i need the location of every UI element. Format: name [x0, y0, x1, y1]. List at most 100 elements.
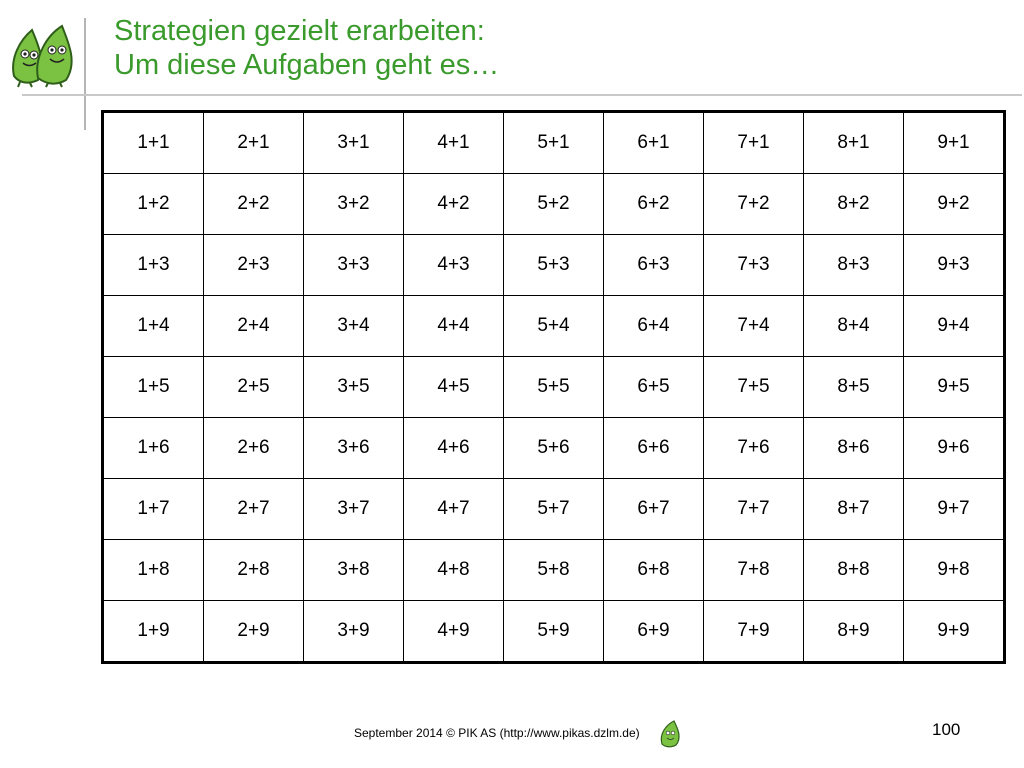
- table-cell: 8+1: [803, 111, 904, 174]
- table-cell: 9+9: [903, 600, 1005, 663]
- table-cell: 7+4: [703, 295, 804, 357]
- table-cell: 1+6: [102, 417, 204, 479]
- table-cell: 1+8: [102, 539, 204, 601]
- table-cell: 3+3: [303, 234, 404, 296]
- table-cell: 6+2: [603, 173, 704, 235]
- table-cell: 4+3: [403, 234, 504, 296]
- table-cell: 2+8: [203, 539, 304, 601]
- table-cell: 8+5: [803, 356, 904, 418]
- table-cell: 9+8: [903, 539, 1005, 601]
- pikas-leaf-mascots-icon: [12, 24, 73, 88]
- table-row: 1+8 2+8 3+8 4+8 5+8 6+8 7+8 8+8 9+8: [102, 539, 1005, 601]
- table-cell: 6+4: [603, 295, 704, 357]
- table-cell: 3+4: [303, 295, 404, 357]
- table-cell: 1+9: [102, 600, 204, 663]
- addition-task-table: 1+1 2+1 3+1 4+1 5+1 6+1 7+1 8+1 9+1 1+2 2+2 3+2 4+2 5…: [101, 110, 1006, 664]
- slide-title: Strategien gezielt erarbeiten: Um diese …: [114, 14, 499, 82]
- table-cell: 5+7: [503, 478, 604, 540]
- page-number: 100: [932, 720, 961, 739]
- table-cell: 5+4: [503, 295, 604, 357]
- table-row: 1+4 2+4 3+4 4+4 5+4 6+4 7+4 8+4 9+4: [102, 295, 1005, 357]
- table-cell: 4+2: [403, 173, 504, 235]
- table-cell: 7+3: [703, 234, 804, 296]
- table-cell: 4+4: [403, 295, 504, 357]
- table-cell: 5+8: [503, 539, 604, 601]
- table-cell: 9+3: [903, 234, 1005, 296]
- table-cell: 1+3: [102, 234, 204, 296]
- table-cell: 9+5: [903, 356, 1005, 418]
- table-cell: 5+1: [503, 111, 604, 174]
- header-vertical-divider: [84, 18, 86, 130]
- table-cell: 2+5: [203, 356, 304, 418]
- table-cell: 2+7: [203, 478, 304, 540]
- table-cell: 6+6: [603, 417, 704, 479]
- table-cell: 7+6: [703, 417, 804, 479]
- table-cell: 1+4: [102, 295, 204, 357]
- table-cell: 8+8: [803, 539, 904, 601]
- table-cell: 5+9: [503, 600, 604, 663]
- table-cell: 7+1: [703, 111, 804, 174]
- table-cell: 6+1: [603, 111, 704, 174]
- table-cell: 2+3: [203, 234, 304, 296]
- table-cell: 5+6: [503, 417, 604, 479]
- table-cell: 8+7: [803, 478, 904, 540]
- table-cell: 2+9: [203, 600, 304, 663]
- table-row: 1+3 2+3 3+3 4+3 5+3 6+3 7+3 8+3 9+3: [102, 234, 1005, 296]
- table-cell: 5+2: [503, 173, 604, 235]
- table-cell: 3+8: [303, 539, 404, 601]
- leaf-mascot-icon: [660, 720, 680, 748]
- table-cell: 4+6: [403, 417, 504, 479]
- table-cell: 2+2: [203, 173, 304, 235]
- footer-copyright: September 2014 © PIK AS (http://www.pika…: [354, 726, 640, 740]
- table-cell: 9+1: [903, 111, 1005, 174]
- table-cell: 7+2: [703, 173, 804, 235]
- table-cell: 4+7: [403, 478, 504, 540]
- table-cell: 7+5: [703, 356, 804, 418]
- table-cell: 8+2: [803, 173, 904, 235]
- table-cell: 1+5: [102, 356, 204, 418]
- table-row: 1+6 2+6 3+6 4+6 5+6 6+6 7+6 8+6 9+6: [102, 417, 1005, 479]
- table-cell: 7+8: [703, 539, 804, 601]
- table-cell: 6+3: [603, 234, 704, 296]
- table-row: 1+5 2+5 3+5 4+5 5+5 6+5 7+5 8+5 9+5: [102, 356, 1005, 418]
- table-cell: 3+1: [303, 111, 404, 174]
- slide-title-line-1: Strategien gezielt erarbeiten:: [114, 15, 485, 47]
- table-cell: 3+5: [303, 356, 404, 418]
- table-cell: 1+7: [102, 478, 204, 540]
- table-cell: 3+7: [303, 478, 404, 540]
- addition-task-table-body: 1+1 2+1 3+1 4+1 5+1 6+1 7+1 8+1 9+1 1+2 2+2 3+2 4+2 5…: [102, 111, 1005, 663]
- table-row: 1+2 2+2 3+2 4+2 5+2 6+2 7+2 8+2 9+2: [102, 173, 1005, 235]
- table-cell: 4+8: [403, 539, 504, 601]
- table-cell: 9+6: [903, 417, 1005, 479]
- table-cell: 8+6: [803, 417, 904, 479]
- table-row: 1+7 2+7 3+7 4+7 5+7 6+7 7+7 8+7 9+7: [102, 478, 1005, 540]
- table-cell: 5+5: [503, 356, 604, 418]
- table-cell: 6+7: [603, 478, 704, 540]
- table-cell: 9+2: [903, 173, 1005, 235]
- table-cell: 3+6: [303, 417, 404, 479]
- table-cell: 2+4: [203, 295, 304, 357]
- table-cell: 8+9: [803, 600, 904, 663]
- table-cell: 5+3: [503, 234, 604, 296]
- table-cell: 1+2: [102, 173, 204, 235]
- table-cell: 1+1: [102, 111, 204, 174]
- table-cell: 2+1: [203, 111, 304, 174]
- table-row: 1+9 2+9 3+9 4+9 5+9 6+9 7+9 8+9 9+9: [102, 600, 1005, 663]
- table-cell: 9+7: [903, 478, 1005, 540]
- table-cell: 6+9: [603, 600, 704, 663]
- table-cell: 9+4: [903, 295, 1005, 357]
- table-cell: 3+2: [303, 173, 404, 235]
- table-cell: 4+9: [403, 600, 504, 663]
- table-cell: 8+3: [803, 234, 904, 296]
- table-cell: 8+4: [803, 295, 904, 357]
- table-cell: 3+9: [303, 600, 404, 663]
- header-horizontal-divider: [22, 94, 1022, 96]
- table-cell: 2+6: [203, 417, 304, 479]
- table-cell: 7+7: [703, 478, 804, 540]
- table-row: 1+1 2+1 3+1 4+1 5+1 6+1 7+1 8+1 9+1: [102, 111, 1005, 174]
- table-cell: 6+8: [603, 539, 704, 601]
- table-cell: 4+1: [403, 111, 504, 174]
- table-cell: 4+5: [403, 356, 504, 418]
- slide-title-line-2: Um diese Aufgaben geht es…: [114, 49, 500, 81]
- table-cell: 6+5: [603, 356, 704, 418]
